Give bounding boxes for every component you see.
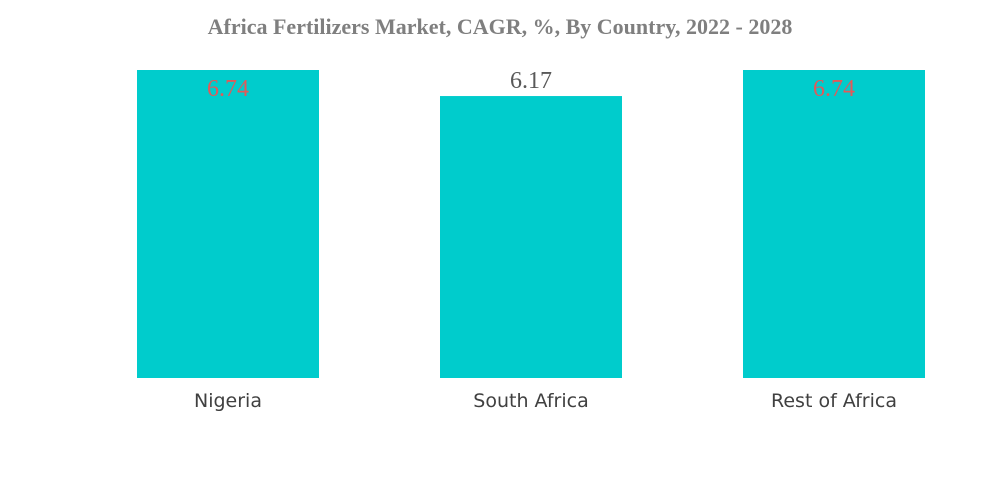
category-label-rest-of-africa: Rest of Africa [771, 390, 897, 412]
chart-title: Africa Fertilizers Market, CAGR, %, By C… [207, 14, 793, 39]
category-label-south-africa: South Africa [473, 390, 588, 412]
bar-nigeria [137, 70, 319, 378]
value-label-nigeria: 6.74 [207, 76, 249, 102]
value-label-south-africa: 6.17 [510, 68, 552, 94]
bar-south-africa [440, 96, 622, 378]
value-label-rest-of-africa: 6.74 [813, 76, 855, 102]
labels-layer: 6.74 Nigeria 6.17 South Africa 6.74 Rest of A… [194, 68, 897, 412]
bars-layer [137, 70, 925, 378]
category-label-nigeria: Nigeria [194, 390, 262, 412]
bar-rest-of-africa [743, 70, 925, 378]
